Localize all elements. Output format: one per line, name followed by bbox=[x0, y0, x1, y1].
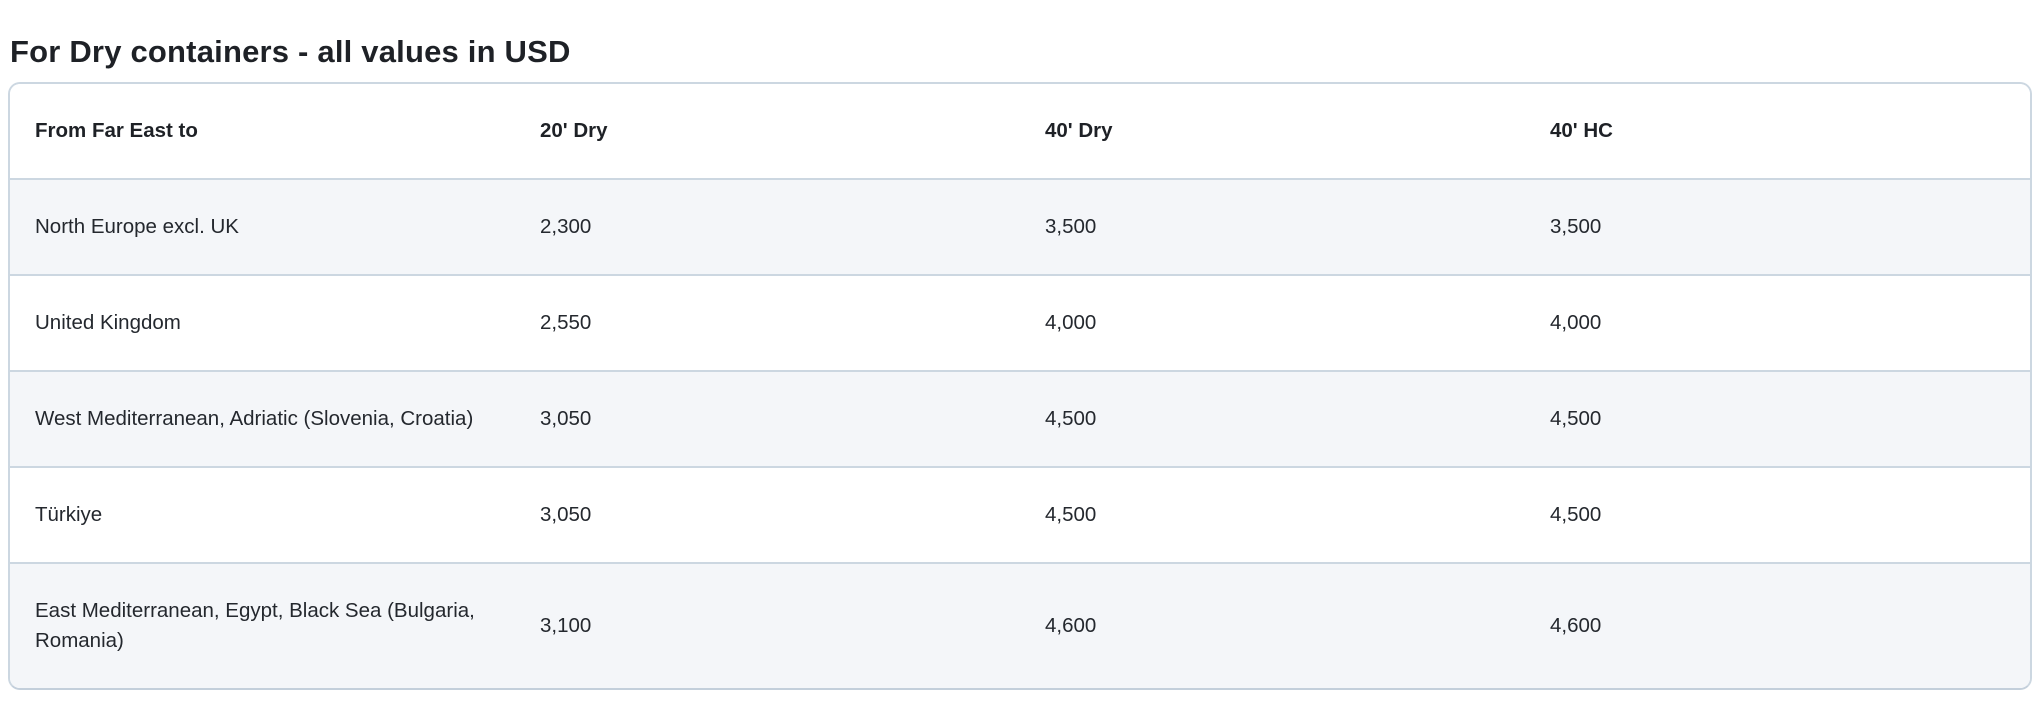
rate-cell: 4,000 bbox=[1550, 311, 1602, 334]
rate-cell: 3,100 bbox=[540, 614, 592, 637]
rates-table-container: From Far East to 20' Dry 40' Dry 40' HC … bbox=[8, 82, 2032, 690]
rate-cell: 4,000 bbox=[1045, 311, 1097, 334]
table-row: East Mediterranean, Egypt, Black Sea (Bu… bbox=[10, 563, 2030, 688]
rate-cell: 3,050 bbox=[540, 407, 592, 430]
rate-cell: 4,500 bbox=[1550, 503, 1602, 526]
destination-cell: West Mediterranean, Adriatic (Slovenia, … bbox=[35, 407, 474, 430]
rate-cell: 4,500 bbox=[1045, 503, 1097, 526]
rate-cell: 3,050 bbox=[540, 503, 592, 526]
header-row: From Far East to 20' Dry 40' Dry 40' HC bbox=[10, 84, 2030, 179]
page-title: For Dry containers - all values in USD bbox=[10, 33, 571, 69]
rates-table-header: From Far East to 20' Dry 40' Dry 40' HC bbox=[10, 84, 2030, 179]
rate-cell: 4,600 bbox=[1045, 614, 1097, 637]
table-row: Türkiye 3,050 4,500 4,500 bbox=[10, 467, 2030, 563]
rate-cell: 4,600 bbox=[1550, 614, 1602, 637]
table-row: United Kingdom 2,550 4,000 4,000 bbox=[10, 275, 2030, 371]
destination-cell: North Europe excl. UK bbox=[35, 215, 239, 238]
rate-cell: 2,550 bbox=[540, 311, 592, 334]
rates-table: From Far East to 20' Dry 40' Dry 40' HC … bbox=[10, 84, 2030, 688]
rate-cell: 3,500 bbox=[1550, 215, 1602, 238]
table-row: North Europe excl. UK 2,300 3,500 3,500 bbox=[10, 179, 2030, 275]
destination-cell: United Kingdom bbox=[35, 311, 181, 334]
column-header-40-dry: 40' Dry bbox=[1020, 84, 1525, 179]
column-header-20-dry: 20' Dry bbox=[515, 84, 1020, 179]
column-header-40-hc: 40' HC bbox=[1525, 84, 2030, 179]
column-header-origin: From Far East to bbox=[10, 84, 515, 179]
destination-cell: Türkiye bbox=[35, 503, 103, 526]
rate-cell: 4,500 bbox=[1045, 407, 1097, 430]
rate-cell: 3,500 bbox=[1045, 215, 1097, 238]
rate-cell: 4,500 bbox=[1550, 407, 1602, 430]
table-body: North Europe excl. UK 2,300 3,500 3,500 Unit… bbox=[10, 179, 2030, 688]
table-row: West Mediterranean, Adriatic (Slovenia, … bbox=[10, 371, 2030, 467]
destination-cell: East Mediterranean, Egypt, Black Sea (Bu… bbox=[35, 599, 475, 652]
rate-cell: 2,300 bbox=[540, 215, 592, 238]
